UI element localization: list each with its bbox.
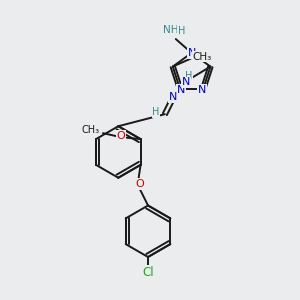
Text: N: N <box>188 48 196 58</box>
Text: N: N <box>182 77 190 88</box>
Text: CH₃: CH₃ <box>82 125 100 135</box>
Text: N: N <box>169 92 177 102</box>
Text: 2: 2 <box>176 28 182 38</box>
Text: N: N <box>198 85 206 95</box>
Text: NH: NH <box>164 26 178 36</box>
Text: H: H <box>185 70 192 80</box>
Text: Cl: Cl <box>142 266 154 279</box>
Text: CH₃: CH₃ <box>193 52 212 62</box>
Text: NH₂: NH₂ <box>163 25 183 35</box>
Text: N: N <box>177 85 185 95</box>
Text: O: O <box>116 131 125 141</box>
Text: H: H <box>178 26 185 36</box>
Text: H: H <box>152 107 160 117</box>
Text: O: O <box>135 179 144 189</box>
